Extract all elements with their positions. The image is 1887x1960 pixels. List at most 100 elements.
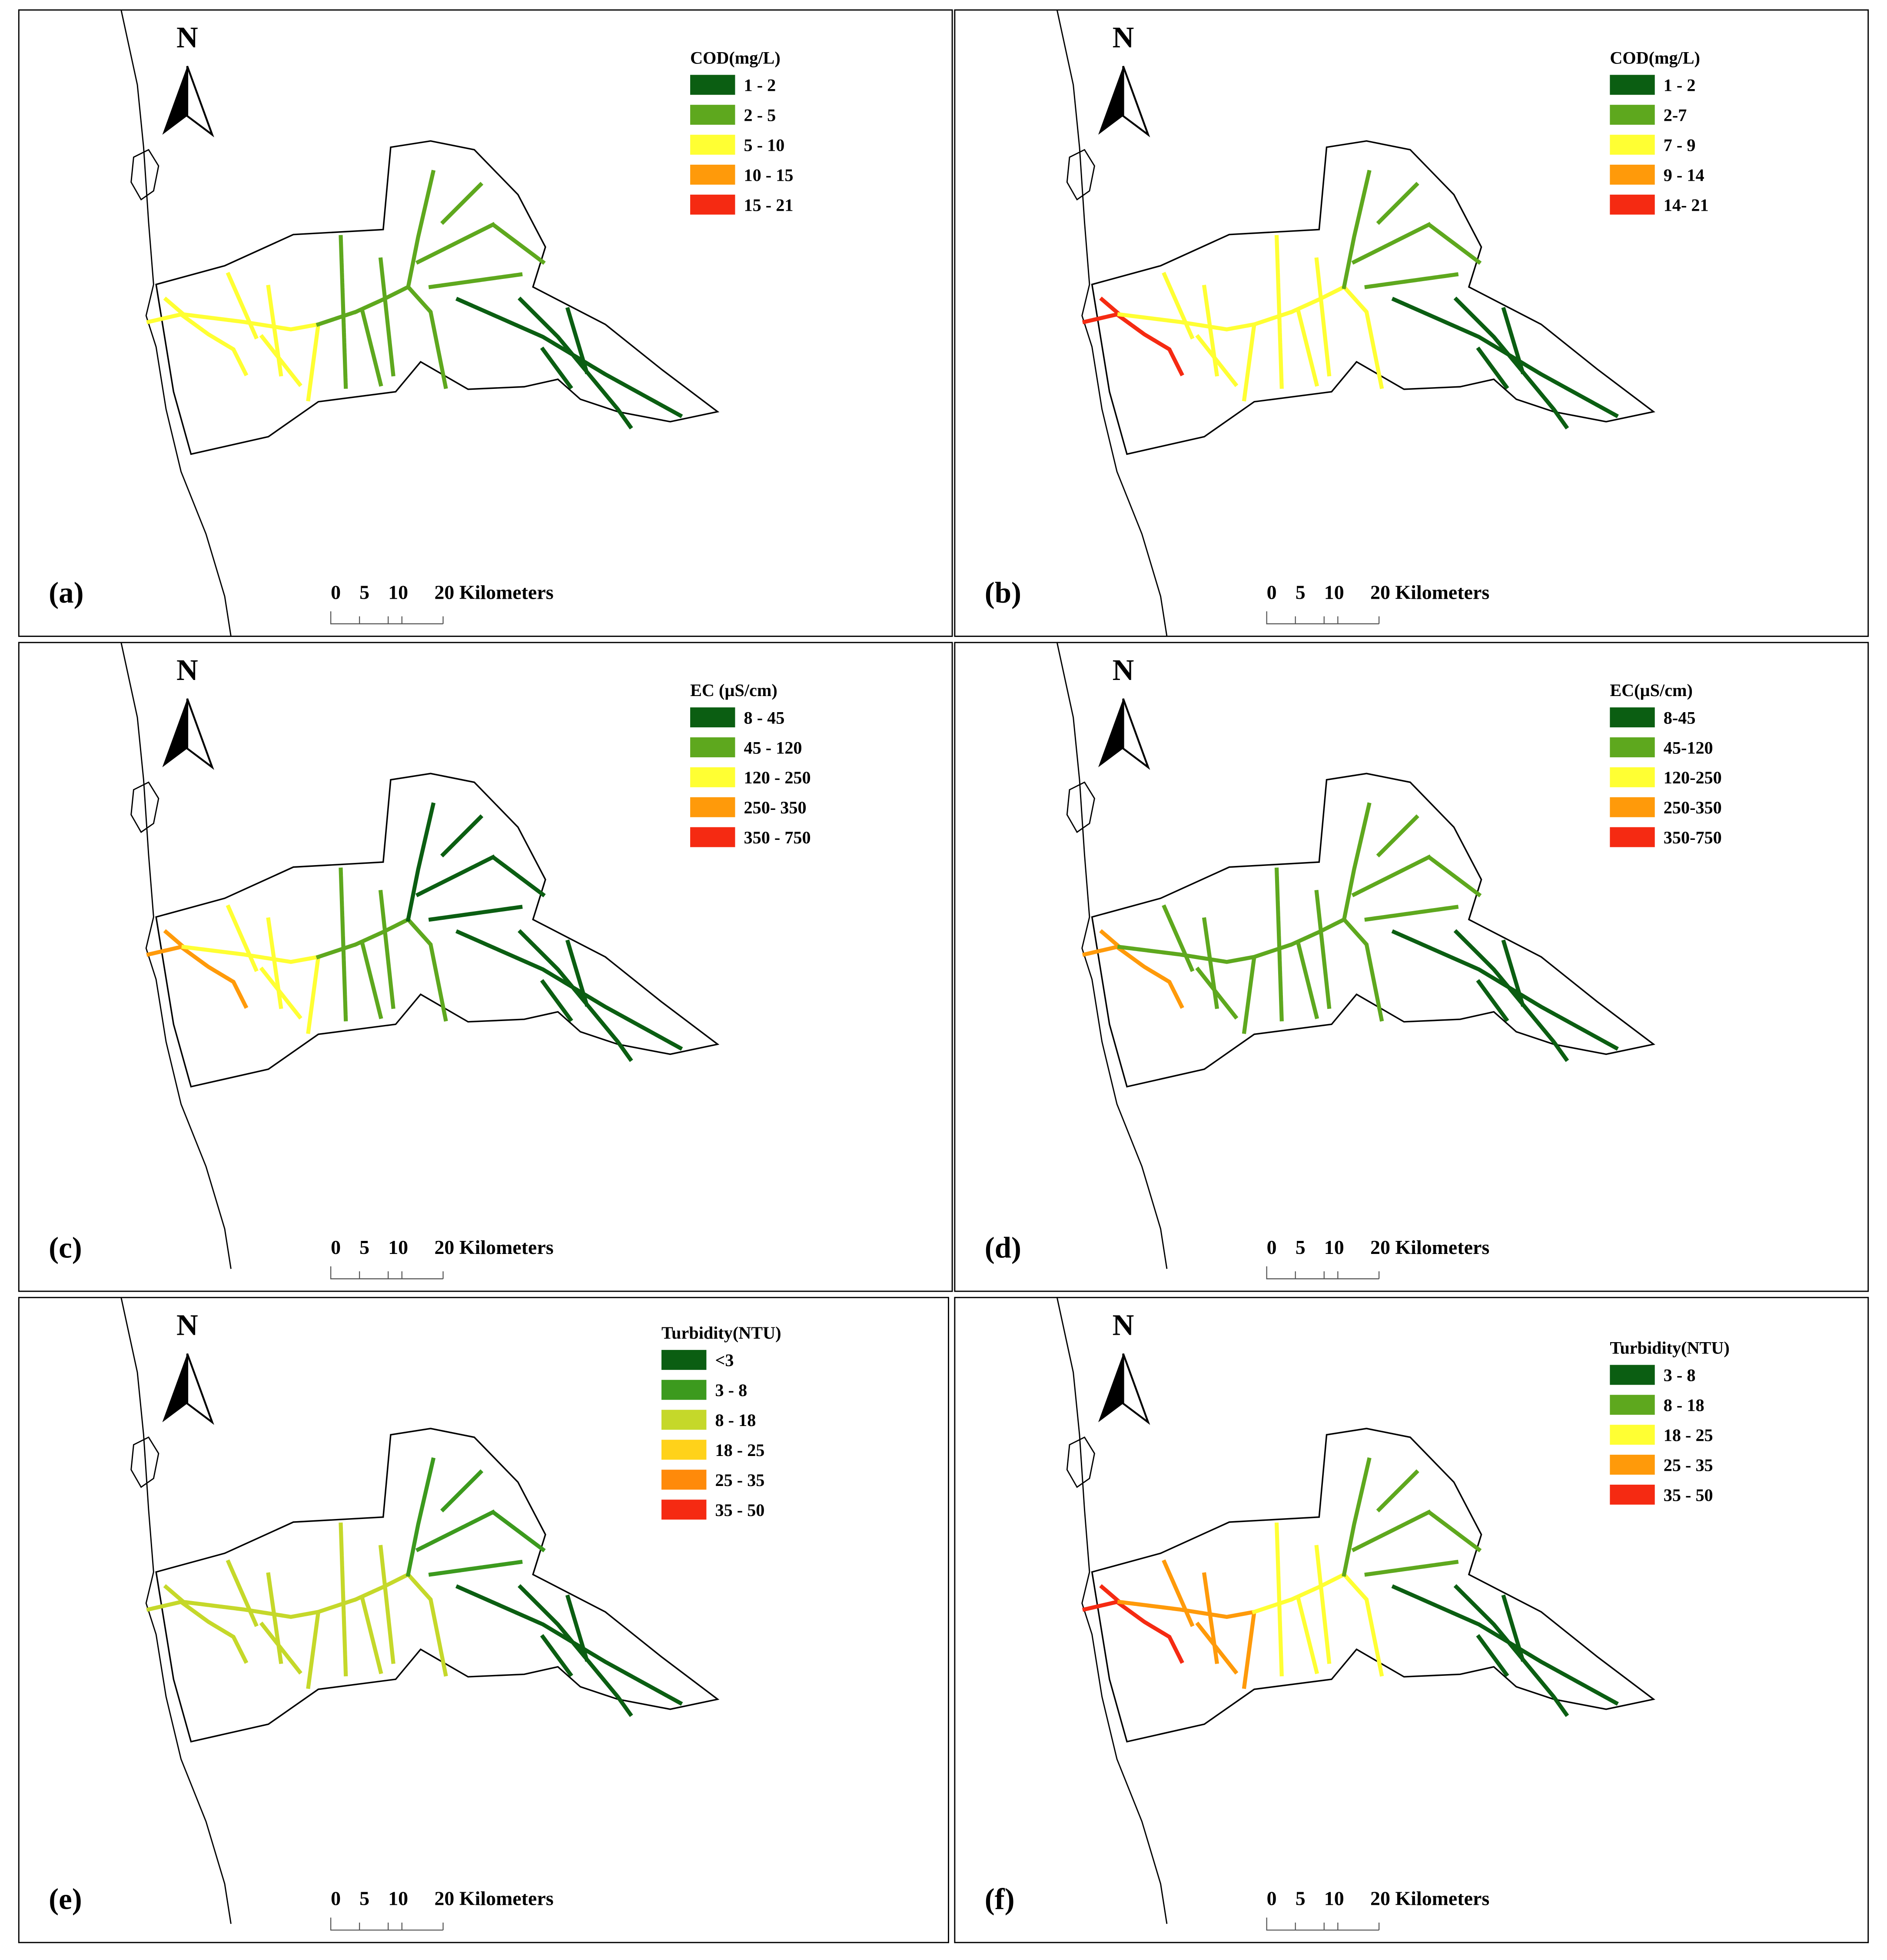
legend-label: 120-250 [1664,768,1722,787]
scale-label: 5 [1296,581,1306,603]
panel-label: (f) [985,1882,1015,1915]
river [1117,904,1257,1034]
legend-label: 2-7 [1664,106,1687,125]
scale-label: 20 Kilometers [434,581,553,603]
legend-swatch [690,194,735,215]
scale-label: 0 [1267,1236,1277,1258]
river [1252,1522,1384,1677]
scale-bar [330,611,444,624]
legend-title: EC(µS/cm) [1610,680,1693,700]
map-panel: N Turbidity(NTU) <3 3 - 8 8 - 18 18 - 25 25 - … [18,1297,949,1943]
north-arrow [186,698,214,770]
north-arrow [1098,698,1123,767]
river [455,1584,683,1717]
river [1082,296,1185,377]
river [181,1559,321,1689]
scale-label: 20 Kilometers [1370,1236,1489,1258]
legend-label: 120 - 250 [744,768,811,787]
legend-swatch [1610,827,1655,847]
legend-swatch [690,135,735,155]
river [1117,1559,1257,1689]
legend-swatch [1610,1484,1655,1505]
map-panel: N COD(mg/L) 1 - 2 2-7 7 - 9 9 - 14 14- 21 (b) 0 5… [954,9,1869,637]
legend-title: COD(mg/L) [1610,48,1700,67]
panel-label: (b) [985,576,1021,609]
legend-label: 1 - 2 [1664,76,1696,95]
legend-swatch [1610,1365,1655,1385]
island [1066,781,1095,833]
legend-swatch [1610,135,1655,155]
legend-swatch [690,767,735,787]
legend-label: 250-350 [1664,798,1722,817]
scale-label: 10 [1324,1887,1344,1910]
legend-swatch [1610,105,1655,125]
river [405,1457,546,1577]
scale-bar [330,1917,444,1931]
coastline [1056,10,1168,637]
river [1342,1457,1482,1577]
legend-swatch [661,1469,707,1490]
scale-bar [1266,1917,1380,1931]
north-arrow [1098,66,1123,135]
legend-label: 18 - 25 [715,1440,765,1460]
north-arrow [186,66,214,138]
scale-label: 5 [359,1236,369,1258]
scale-label: 0 [331,1887,341,1910]
basin-outline [1091,1428,1655,1743]
legend-swatch [1610,165,1655,185]
map-panel: N COD(mg/L) 1 - 2 2 - 5 5 - 10 10 - 15 15 - 21… [18,9,953,637]
scale-label: 20 Kilometers [434,1887,553,1910]
river [1082,929,1185,1010]
legend-swatch [1610,75,1655,95]
legend-label: 350 - 750 [744,828,811,847]
legend-label: 1 - 2 [744,76,776,95]
legend-label: 2 - 5 [744,106,776,125]
coastline [1056,642,1168,1269]
legend-swatch [1610,1455,1655,1475]
legend-label: 9 - 14 [1664,165,1704,185]
scale-label: 5 [1296,1236,1306,1258]
legend-swatch [690,797,735,817]
legend-label: 10 - 15 [744,165,794,185]
legend-swatch [1610,1425,1655,1445]
river [146,1584,249,1665]
legend-label: 5 - 10 [744,135,785,155]
legend-label: 250- 350 [744,798,807,817]
coastline [120,10,232,637]
north-arrow [1122,66,1150,138]
scale-label: 20 Kilometers [434,1236,553,1258]
river [455,929,683,1062]
basin-outline [1091,773,1655,1088]
coastline [120,1297,232,1924]
legend-swatch [1610,194,1655,215]
north-label: N [176,1308,198,1341]
river [316,235,448,389]
scale-label: 0 [331,581,341,603]
scale-bar [330,1266,444,1280]
basin-outline [155,1428,720,1743]
river [1117,272,1257,402]
scale-label: 10 [1324,1236,1344,1258]
legend-title: Turbidity(NTU) [1610,1338,1729,1357]
river [1252,867,1384,1022]
legend-swatch [690,737,735,757]
legend-swatch [661,1350,707,1370]
legend-swatch [661,1499,707,1520]
coastline [120,642,232,1269]
island [130,149,159,201]
legend-label: 8 - 18 [1664,1396,1704,1415]
river [1252,235,1384,389]
scale-label: 10 [1324,581,1344,603]
legend-label: 35 - 50 [1664,1485,1713,1505]
north-arrow [162,698,187,767]
scale-label: 20 Kilometers [1370,1887,1489,1910]
legend-swatch [690,75,735,95]
north-label: N [1113,21,1134,54]
island [1066,149,1095,201]
legend-label: 14- 21 [1664,195,1709,215]
river [405,169,546,289]
river [455,296,683,430]
legend-swatch [690,707,735,728]
legend-title: EC (µS/cm) [690,680,777,700]
